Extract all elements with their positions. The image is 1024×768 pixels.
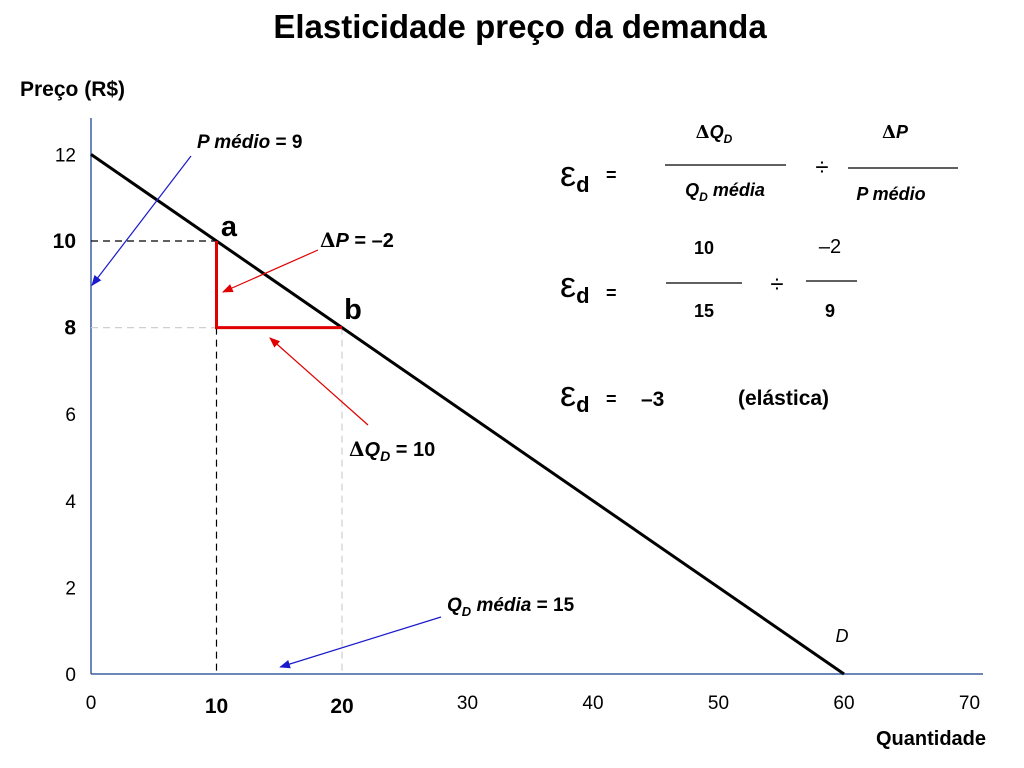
y-tick-label: 2 (65, 578, 76, 599)
formula-den-9: 9 (825, 301, 835, 321)
delta-q-label: ΔQD = 10 (349, 437, 435, 464)
x-tick-label: 50 (708, 693, 729, 714)
equals-row1: = (606, 165, 617, 185)
x-tick-label: 30 (457, 693, 478, 714)
divide-row1: ÷ (815, 154, 828, 181)
y-tick-label: 6 (65, 405, 76, 426)
p-medio-pointer (91, 155, 192, 287)
x-axis-label: Quantidade (876, 728, 987, 750)
elasticity-note: (elástica) (738, 387, 829, 410)
x-tick-label: 10 (205, 695, 228, 718)
y-tick-label: 0 (65, 665, 76, 686)
formula-den-15: 15 (694, 301, 714, 321)
epsilon-d-row3: εd (560, 373, 590, 417)
epsilon-d-row1: εd (560, 153, 590, 197)
delta-q-pointer (269, 337, 369, 426)
y-tick-label: 10 (53, 230, 76, 253)
formula-num-minus2: –2 (819, 236, 841, 258)
formula-num-10: 10 (694, 238, 714, 258)
elasticity-result: –3 (641, 388, 664, 411)
y-axis-label: Preço (R$) (20, 78, 126, 101)
demand-curve-label: D (836, 626, 849, 646)
chart-title: Elasticidade preço da demanda (273, 8, 767, 45)
x-tick-label: 60 (833, 693, 854, 714)
y-tick-label: 8 (64, 317, 76, 340)
y-tick-label: 4 (65, 492, 76, 513)
y-tick-label: 12 (55, 145, 76, 166)
delta-p-pointer (222, 249, 319, 293)
x-tick-label: 40 (582, 693, 603, 714)
formula-num-dp: ΔP (882, 122, 909, 143)
x-tick-label: 20 (330, 695, 353, 718)
qd-media-pointer (279, 616, 442, 669)
x-tick-label: 70 (959, 693, 980, 714)
divide-row2: ÷ (770, 271, 783, 298)
p-medio-label: P médio = 9 (197, 132, 302, 153)
delta-p-label: ΔP = –2 (320, 228, 394, 252)
point-label-b: b (344, 294, 362, 326)
equals-row3: = (606, 389, 617, 409)
point-label-a: a (221, 211, 238, 243)
equals-row2: = (606, 283, 617, 303)
x-tick-label: 0 (86, 693, 97, 714)
formula-den-qd-media: QD média (685, 180, 765, 204)
demand-line (90, 153, 845, 676)
epsilon-d-row2: εd (560, 264, 590, 308)
formula-den-p-medio: P médio (856, 184, 925, 204)
qd-media-label: QD média = 15 (447, 595, 575, 619)
formula-num-dq: ΔQD (696, 122, 733, 146)
